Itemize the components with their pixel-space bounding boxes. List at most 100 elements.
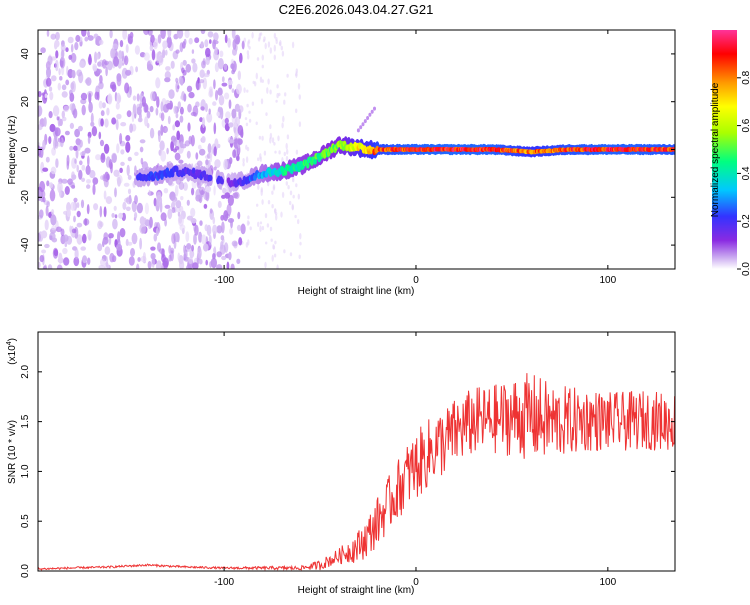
- noise-blob: [167, 30, 172, 38]
- noise-blob: [144, 116, 149, 127]
- noise-blob: [278, 150, 281, 155]
- noise-blob: [86, 204, 90, 215]
- noise-blob: [131, 232, 138, 245]
- noise-blob: [267, 78, 270, 85]
- noise-blob: [144, 202, 149, 215]
- noise-blob: [236, 155, 240, 162]
- noise-blob: [186, 85, 193, 93]
- noise-blob: [267, 41, 271, 48]
- snr-y-tick-label: 0.5: [20, 514, 31, 528]
- noise-blob: [220, 241, 224, 250]
- noise-blob: [100, 110, 105, 117]
- noise-blob: [201, 60, 206, 69]
- noise-blob: [272, 186, 276, 191]
- noise-blob: [258, 255, 261, 259]
- noise-blob: [212, 39, 217, 50]
- noise-blob: [38, 145, 41, 157]
- noise-blob: [188, 37, 193, 45]
- noise-blob: [95, 154, 101, 161]
- snr-x-tick-label: 0: [413, 577, 419, 588]
- noise-blob: [119, 167, 123, 173]
- noise-blob: [111, 153, 117, 163]
- noise-blob: [90, 112, 94, 125]
- noise-blob: [156, 260, 162, 269]
- noise-blob: [170, 135, 177, 143]
- noise-blob: [281, 122, 284, 129]
- noise-blob: [247, 53, 250, 60]
- noise-blob: [232, 39, 237, 50]
- noise-blob: [171, 233, 176, 245]
- noise-blob: [186, 243, 192, 250]
- noise-blob: [274, 240, 277, 245]
- noise-blob: [273, 142, 276, 146]
- noise-blob: [89, 170, 96, 179]
- noise-blob: [191, 58, 196, 64]
- noise-blob: [42, 196, 46, 203]
- noise-blob: [245, 122, 249, 127]
- noise-blob: [244, 117, 248, 121]
- noise-blob: [217, 58, 224, 70]
- noise-blob: [235, 83, 242, 95]
- noise-blob: [38, 232, 41, 242]
- noise-blob: [213, 79, 216, 90]
- noise-blob: [76, 202, 80, 209]
- noise-blob: [73, 215, 76, 223]
- noise-blob: [127, 241, 133, 246]
- noise-blob: [166, 147, 169, 155]
- noise-blob: [217, 200, 222, 209]
- noise-blob: [84, 218, 88, 226]
- noise-blob: [136, 202, 143, 214]
- noise-blob: [180, 77, 184, 86]
- noise-blob: [248, 46, 251, 50]
- noise-blob: [219, 50, 224, 58]
- noise-blob: [88, 92, 92, 104]
- noise-blob: [257, 157, 260, 161]
- noise-blob: [69, 122, 74, 129]
- noise-blob: [73, 145, 78, 151]
- noise-blob: [45, 77, 52, 87]
- noise-blob: [276, 93, 279, 99]
- snr-exponent-label: (x104): [6, 338, 18, 365]
- noise-blob: [234, 132, 239, 138]
- noise-blob: [125, 141, 131, 153]
- noise-blob: [70, 43, 74, 53]
- noise-blob: [38, 91, 42, 98]
- noise-blob: [57, 137, 62, 143]
- noise-blob: [110, 48, 115, 59]
- noise-blob: [224, 92, 230, 100]
- noise-blob: [266, 223, 270, 228]
- snr-marks: [38, 373, 675, 571]
- noise-blob: [118, 212, 123, 219]
- noise-blob: [217, 87, 223, 96]
- noise-blob: [238, 237, 243, 246]
- noise-blob: [63, 105, 69, 113]
- noise-blob: [264, 42, 267, 50]
- noise-blob: [297, 219, 300, 225]
- noise-blob: [228, 139, 235, 144]
- noise-blob: [62, 247, 68, 255]
- noise-blob: [228, 251, 232, 261]
- noise-blob: [225, 111, 231, 119]
- noise-blob: [196, 160, 203, 167]
- noise-blob: [212, 216, 216, 225]
- noise-blob: [57, 82, 61, 91]
- noise-blob: [270, 238, 273, 242]
- noise-blob: [64, 130, 70, 136]
- noise-blob: [231, 88, 235, 93]
- snr-y-tick-label: 1.0: [20, 464, 31, 478]
- noise-blob: [129, 123, 134, 133]
- noise-blob: [220, 235, 225, 241]
- noise-blob: [186, 150, 191, 159]
- ridge-spur: [368, 112, 372, 117]
- noise-blob: [213, 122, 217, 135]
- noise-blob: [158, 130, 161, 143]
- noise-blob: [199, 148, 206, 156]
- noise-blob: [59, 76, 63, 81]
- noise-blob: [236, 224, 242, 231]
- noise-blob: [285, 181, 288, 186]
- noise-blob: [205, 159, 209, 166]
- noise-blob: [218, 94, 225, 106]
- noise-blob: [72, 246, 77, 251]
- noise-blob: [49, 182, 54, 189]
- noise-blob: [56, 116, 60, 121]
